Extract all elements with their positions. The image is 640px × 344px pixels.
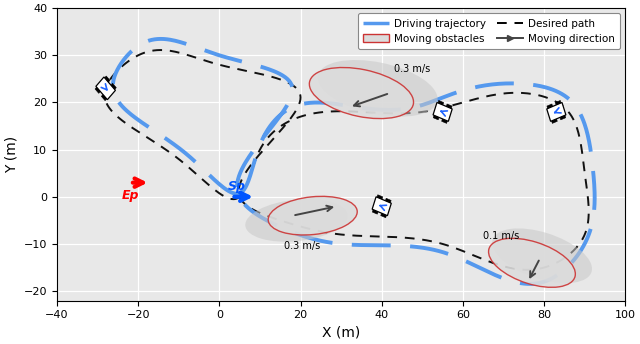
Ellipse shape [245, 199, 348, 242]
Text: 0.1 m/s: 0.1 m/s [483, 231, 520, 241]
Ellipse shape [488, 238, 575, 287]
X-axis label: X (m): X (m) [322, 326, 360, 340]
Polygon shape [111, 83, 116, 89]
Polygon shape [556, 100, 561, 105]
Polygon shape [446, 104, 452, 108]
Polygon shape [372, 210, 378, 214]
Ellipse shape [492, 228, 592, 283]
Text: Ep: Ep [122, 189, 140, 202]
Ellipse shape [309, 67, 413, 119]
Polygon shape [377, 195, 383, 199]
Y-axis label: Y (m): Y (m) [4, 136, 18, 173]
Ellipse shape [268, 196, 357, 235]
Text: 0.3 m/s: 0.3 m/s [394, 64, 430, 74]
Polygon shape [547, 103, 566, 121]
Polygon shape [552, 119, 557, 123]
Text: Sp: Sp [227, 180, 246, 193]
Legend: Driving trajectory, Moving obstacles, Desired path, Moving direction: Driving trajectory, Moving obstacles, De… [358, 13, 620, 49]
Polygon shape [95, 87, 100, 93]
Polygon shape [105, 76, 110, 82]
Polygon shape [372, 197, 391, 216]
Polygon shape [560, 116, 566, 120]
Text: 0.3 m/s: 0.3 m/s [284, 241, 321, 251]
Polygon shape [101, 95, 106, 101]
Polygon shape [433, 103, 452, 121]
Polygon shape [547, 104, 552, 108]
Polygon shape [385, 198, 391, 203]
Polygon shape [438, 100, 444, 105]
Polygon shape [96, 77, 115, 100]
Polygon shape [442, 119, 447, 123]
Polygon shape [433, 116, 439, 120]
Polygon shape [381, 213, 387, 218]
Ellipse shape [318, 60, 438, 117]
